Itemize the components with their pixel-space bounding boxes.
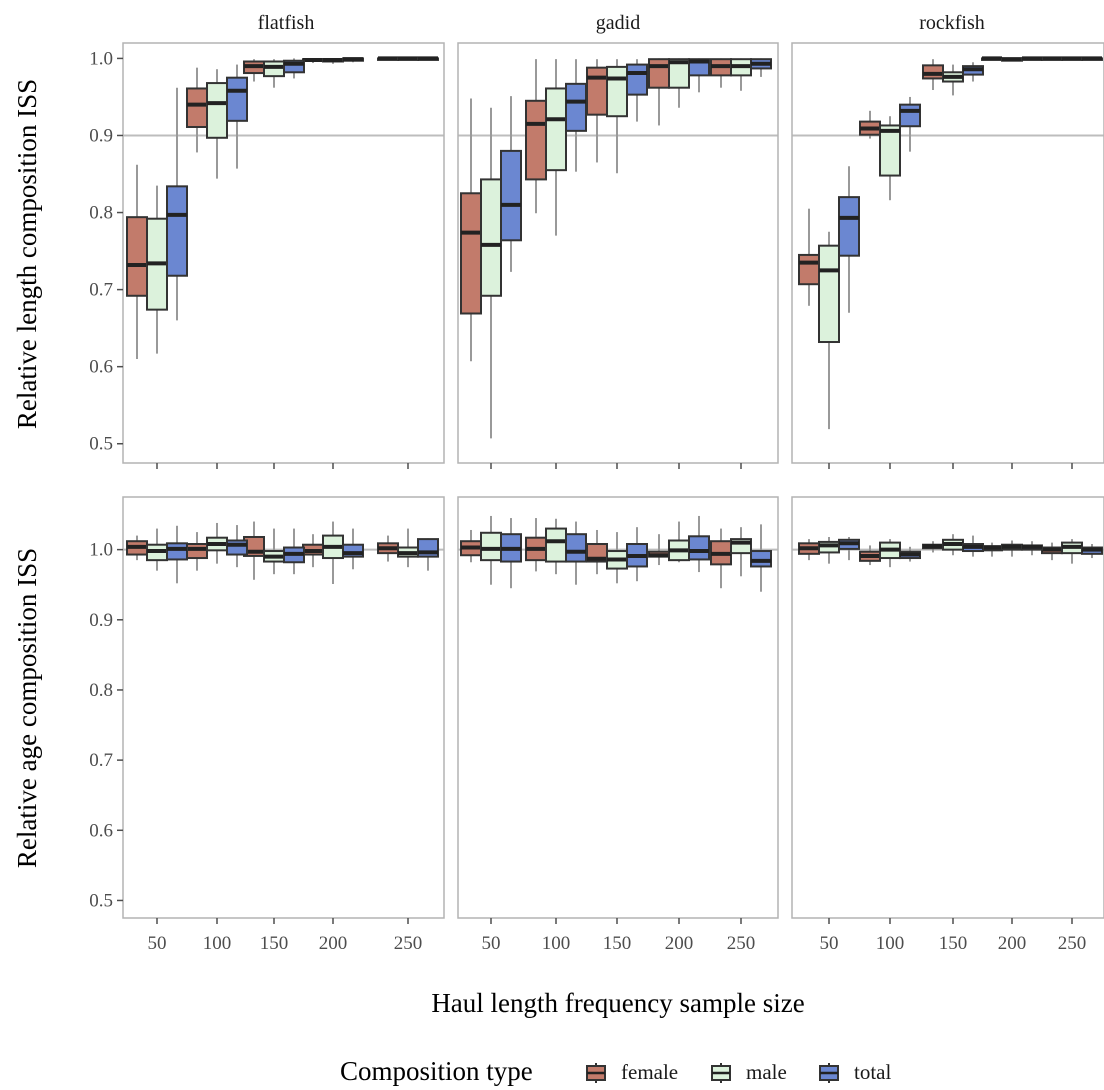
legend-title: Composition type [340,1056,533,1086]
box-total-100 [226,76,248,122]
box-female-50 [460,192,482,315]
y-tick-label: 0.5 [89,434,113,455]
box-male-100 [206,82,228,139]
box-total-50 [166,185,188,277]
box-female-100 [525,99,547,181]
x-tick-label: 150 [603,933,632,954]
box-total-200 [688,535,710,561]
x-tick-label: 200 [319,933,348,954]
panel-age-gadid-border [457,496,779,919]
box-total-100 [565,82,587,132]
x-tick-label: 50 [148,933,167,954]
panel-length-gadid [457,42,779,469]
y-tick-label: 0.6 [89,357,113,378]
box-total-150 [283,59,305,74]
panel-length-flatfish: 0.5 0.6 0.7 0.8 0.9 1.0 [89,42,445,469]
legend-key-male [711,1063,731,1083]
y-axis-title-age: Relative age composition ISS [12,548,42,868]
x-tick-label: 50 [482,933,501,954]
panel-age-gadid-plot-area [458,515,778,592]
box-total-50 [166,542,188,561]
x-tick-label: 250 [1058,933,1087,954]
y-tick-label: 0.9 [89,125,113,146]
panel-length-rockfish-border [791,42,1104,464]
panel-length-rockfish-plot-area [792,56,1104,430]
x-tick-label: 50 [820,933,839,954]
panel-age-flatfish-plot-area [123,521,444,585]
panel-age-rockfish-plot-area [792,534,1104,568]
x-tick-label: 200 [665,933,694,954]
y-tick-label: 0.8 [89,680,113,701]
box-total-50 [838,196,860,257]
box-total-250 [750,550,772,568]
panel-length-flatfish-plot-area [123,56,444,359]
box-female-50 [126,216,148,297]
box-male-50 [480,531,502,562]
box-total-200 [342,543,364,558]
box-female-200 [648,58,670,89]
box-male-150 [606,65,628,118]
x-tick-label: 100 [876,933,905,954]
panel-age-flatfish-border [122,496,445,919]
box-female-150 [586,66,608,116]
y-tick-label: 1.0 [89,540,113,561]
panel-age-rockfish: 50 100 150 200 250 [791,496,1104,954]
strip-label-gadid: gadid [596,12,640,34]
box-male-100 [545,527,567,563]
box-total-100 [226,539,248,556]
panel-length-gadid-border [457,42,779,464]
legend-label-female: female [621,1060,678,1084]
box-female-100 [186,543,208,560]
y-tick-label: 0.5 [89,890,113,911]
x-axis-title: Haul length frequency sample size [431,988,804,1018]
legend-keys [586,1063,839,1083]
panel-length-flatfish-border [122,42,445,464]
y-axis-title-length: Relative length composition ISS [12,79,42,429]
y-tick-label: 0.6 [89,820,113,841]
y-tick-label: 0.8 [89,203,113,224]
legend: Composition type female male total [340,1056,891,1086]
x-tick-label: 100 [203,933,232,954]
y-tick-label: 0.7 [89,750,113,771]
x-tick-label: 250 [727,933,756,954]
legend-label-total: total [854,1060,891,1084]
legend-key-total [819,1063,839,1083]
panel-age-gadid: 50 100 150 200 250 [457,496,779,954]
y-tick-label: 1.0 [89,48,113,69]
strip-label-rockfish: rockfish [919,12,985,34]
x-tick-label: 200 [998,933,1027,954]
box-total-50 [500,149,522,242]
panel-length-rockfish [791,42,1104,469]
box-male-50 [818,244,840,344]
box-total-100 [565,533,587,563]
x-tick-label: 150 [260,933,289,954]
x-tick-label: 100 [542,933,571,954]
legend-key-female [586,1063,606,1083]
panel-age-flatfish: 0.5 0.6 0.7 0.8 0.9 1.0 50 100 150 200 250 [89,496,445,954]
box-male-100 [879,124,901,177]
box-total-150 [626,63,648,96]
panels-layer: 0.5 0.6 0.7 0.8 0.9 1.0 0.5 0.6 0.7 0.8 0.9 1.0 50 10… [89,42,1104,954]
y-tick-label: 0.7 [89,280,113,301]
y-tick-label: 0.9 [89,610,113,631]
box-female-50 [798,253,820,286]
x-tick-label: 250 [394,933,423,954]
x-tick-label: 150 [939,933,968,954]
box-male-50 [480,178,502,297]
strip-label-flatfish: flatfish [258,12,315,34]
box-female-100 [186,87,208,128]
box-total-100 [899,103,921,128]
panel-length-gadid-plot-area [458,58,778,439]
panel-age-rockfish-border [791,496,1104,919]
box-male-100 [545,87,567,172]
legend-label-male: male [746,1060,787,1084]
